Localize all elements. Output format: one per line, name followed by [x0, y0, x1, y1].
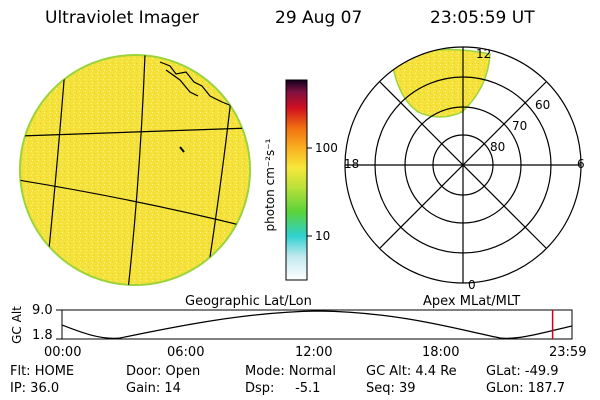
altitude-curve — [61, 310, 573, 339]
mode-status: Mode: Normal — [245, 364, 336, 379]
coastline — [159, 61, 233, 107]
mlt-label-right: 6 — [577, 157, 585, 171]
geographic-longitude: GLon: 187.7 — [486, 381, 566, 396]
colorbar-unit-label: photon cm⁻²s⁻¹ — [263, 138, 277, 232]
time-tick-label: 06:00 — [167, 345, 205, 360]
altitude-timeline-plot — [56, 309, 573, 340]
gain-value: Gain: 14 — [126, 381, 181, 396]
mlt-label-top: 12 — [476, 47, 492, 61]
geographic-disk — [19, 54, 251, 286]
mlat-label: 80 — [490, 140, 506, 154]
time-tick-label: 12:00 — [295, 345, 333, 360]
time-tick-label: 18:00 — [422, 345, 460, 360]
altitude-y-label: GC Alt — [10, 306, 24, 344]
door-status: Door: Open — [126, 364, 201, 379]
location-marker — [179, 146, 185, 153]
altitude-y-tick-label: 9.0 — [32, 303, 53, 318]
geo-plot-caption: Geographic Lat/Lon — [185, 294, 312, 309]
altitude-y-tick-label: 1.8 — [32, 328, 53, 343]
colorbar-tick-label: 100 — [315, 141, 338, 155]
observation-time: 23:05:59 UT — [430, 8, 535, 28]
mlat-label: 70 — [512, 119, 528, 133]
mlt-label-bottom: 0 — [468, 278, 476, 292]
observation-date: 29 Aug 07 — [275, 8, 363, 28]
parallel-line — [20, 127, 250, 137]
time-tick-label: 23:59 — [549, 345, 587, 360]
altitude-plot-frame — [61, 309, 573, 340]
flight-mode: Flt: HOME — [10, 364, 75, 379]
colorbar-tick-label: 10 — [315, 229, 331, 243]
geographic-latitude: GLat: -49.9 — [486, 364, 559, 379]
coastline — [165, 69, 199, 97]
polar-diagonal — [379, 81, 547, 249]
mlt-label-left: 18 — [344, 157, 360, 171]
time-tick-label: 00:00 — [44, 345, 82, 360]
instrument-title: Ultraviolet Imager — [45, 8, 199, 28]
polar-plot-caption: Apex MLat/MLT — [423, 294, 521, 309]
parallel-line — [20, 179, 250, 229]
gc-altitude: GC Alt: 4.4 Re — [366, 364, 457, 379]
dsp-value: Dsp: -5.1 — [245, 381, 321, 396]
ip-value: IP: 36.0 — [10, 381, 60, 396]
mlat-label: 60 — [535, 98, 551, 112]
polar-mlat-mlt-plot — [344, 46, 582, 284]
auroral-emission-region — [391, 48, 491, 118]
meridian-line — [127, 55, 146, 285]
intensity-colorbar — [285, 79, 308, 281]
sequence-number: Seq: 39 — [366, 381, 416, 396]
